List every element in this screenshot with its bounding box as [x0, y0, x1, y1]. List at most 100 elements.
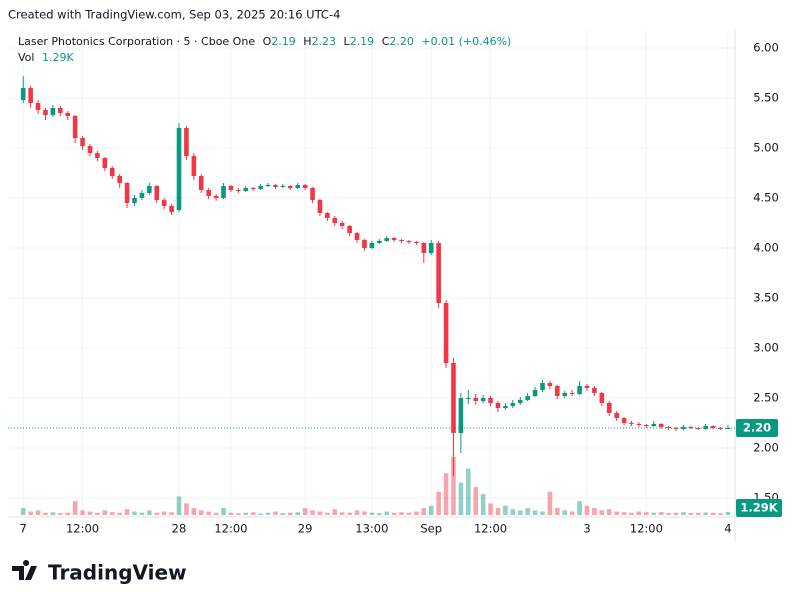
candle-body [644, 425, 649, 426]
volume-bar [658, 511, 664, 515]
volume-bar [347, 512, 352, 515]
volume-bar [273, 511, 278, 515]
c-label: C [382, 35, 390, 48]
candle-body [703, 426, 708, 429]
candle-body [503, 406, 508, 408]
candle-body [443, 303, 449, 363]
candle-body [651, 424, 657, 426]
candle-body [510, 403, 516, 406]
candle-body [250, 188, 256, 189]
x-tick-label: 12:00 [214, 522, 247, 536]
volume-bar [428, 505, 434, 515]
x-tick-label: 4 [724, 522, 731, 536]
candle-body [458, 398, 464, 433]
volume-bar [391, 512, 397, 515]
x-tick-label: 12:00 [630, 522, 663, 536]
volume-bar [614, 511, 619, 515]
y-tick-label: 2.00 [753, 441, 779, 455]
candle-body [473, 398, 479, 401]
logo: TradingView [12, 560, 187, 585]
candle-body [629, 423, 634, 424]
candle-body [710, 426, 716, 428]
volume-bar [555, 508, 560, 515]
volume-bar [532, 510, 538, 515]
candle-body [339, 223, 345, 226]
volume-bar [636, 511, 642, 515]
volume-bar [117, 512, 122, 515]
volume-bar [480, 494, 486, 515]
x-tick-label: 3 [583, 522, 590, 536]
candle-body [562, 393, 568, 396]
candle-body [354, 233, 360, 240]
candle-body [154, 186, 160, 200]
candle-body [265, 185, 271, 186]
volume-bar [666, 513, 671, 515]
price-tag [736, 419, 778, 437]
volume-bar [503, 505, 508, 515]
candle-body [325, 213, 330, 218]
volume-bar [95, 512, 100, 515]
candle-body [50, 108, 56, 115]
volume-bar [184, 503, 189, 515]
volume-bar [436, 491, 441, 515]
volume-bar [80, 510, 85, 515]
volume-bar [406, 512, 412, 515]
volume-bar [362, 511, 367, 515]
volume-bar [250, 512, 256, 515]
candle-body [139, 193, 145, 198]
candle-body [540, 383, 545, 390]
candle-body [406, 241, 412, 242]
volume-tag-label: 1.29K [740, 501, 778, 515]
volume-bar [681, 512, 686, 515]
candle-body [391, 238, 397, 240]
candle-body [20, 88, 26, 100]
candle-body [147, 186, 152, 193]
candle-body [95, 153, 100, 158]
x-tick-label: 12:00 [474, 522, 507, 536]
candle-body [555, 386, 560, 396]
volume-bar [517, 510, 523, 515]
candle-body [718, 428, 723, 429]
candle-body [80, 138, 85, 146]
candle-body [87, 146, 93, 153]
volume-bar [310, 510, 315, 515]
candle-body [488, 398, 493, 403]
candle-body [243, 188, 249, 191]
volume-bar [710, 512, 716, 515]
candle-body [221, 186, 226, 198]
volume-bar [458, 482, 464, 515]
o-value: 2.19 [271, 35, 296, 48]
volume-bar [688, 512, 694, 515]
volume-bar [376, 513, 382, 515]
volume-bar [139, 512, 145, 515]
volume-bar [161, 511, 167, 515]
y-tick-label: 6.00 [753, 41, 779, 55]
volume-bar [87, 511, 93, 515]
candle-body [399, 240, 404, 241]
candle-body [451, 363, 456, 433]
volume-bar [584, 505, 590, 515]
candle-body [124, 183, 130, 203]
price-tag-label: 2.20 [743, 421, 771, 435]
volume-bar [399, 512, 404, 515]
volume-bar [354, 510, 360, 515]
candle-body [517, 400, 523, 403]
candle-body [592, 388, 597, 393]
candle-body [28, 88, 33, 103]
y-tick-label: 2.50 [753, 391, 779, 405]
candle-body [421, 243, 427, 253]
candle-body [436, 243, 441, 303]
c-value: 2.20 [389, 35, 414, 48]
candle-body [191, 156, 197, 176]
legend: Laser Photonics Corporation · 5 · Cboe O… [18, 35, 511, 48]
volume-bar [510, 509, 516, 515]
volume-bar [421, 508, 427, 515]
h-label: H [303, 35, 311, 48]
candle-body [614, 413, 619, 418]
candle-body [428, 243, 434, 253]
volume-bar [606, 509, 612, 515]
candle-body [287, 186, 293, 188]
symbol: Laser Photonics Corporation · 5 · Cboe O… [18, 35, 255, 48]
volume-bar [651, 512, 657, 515]
